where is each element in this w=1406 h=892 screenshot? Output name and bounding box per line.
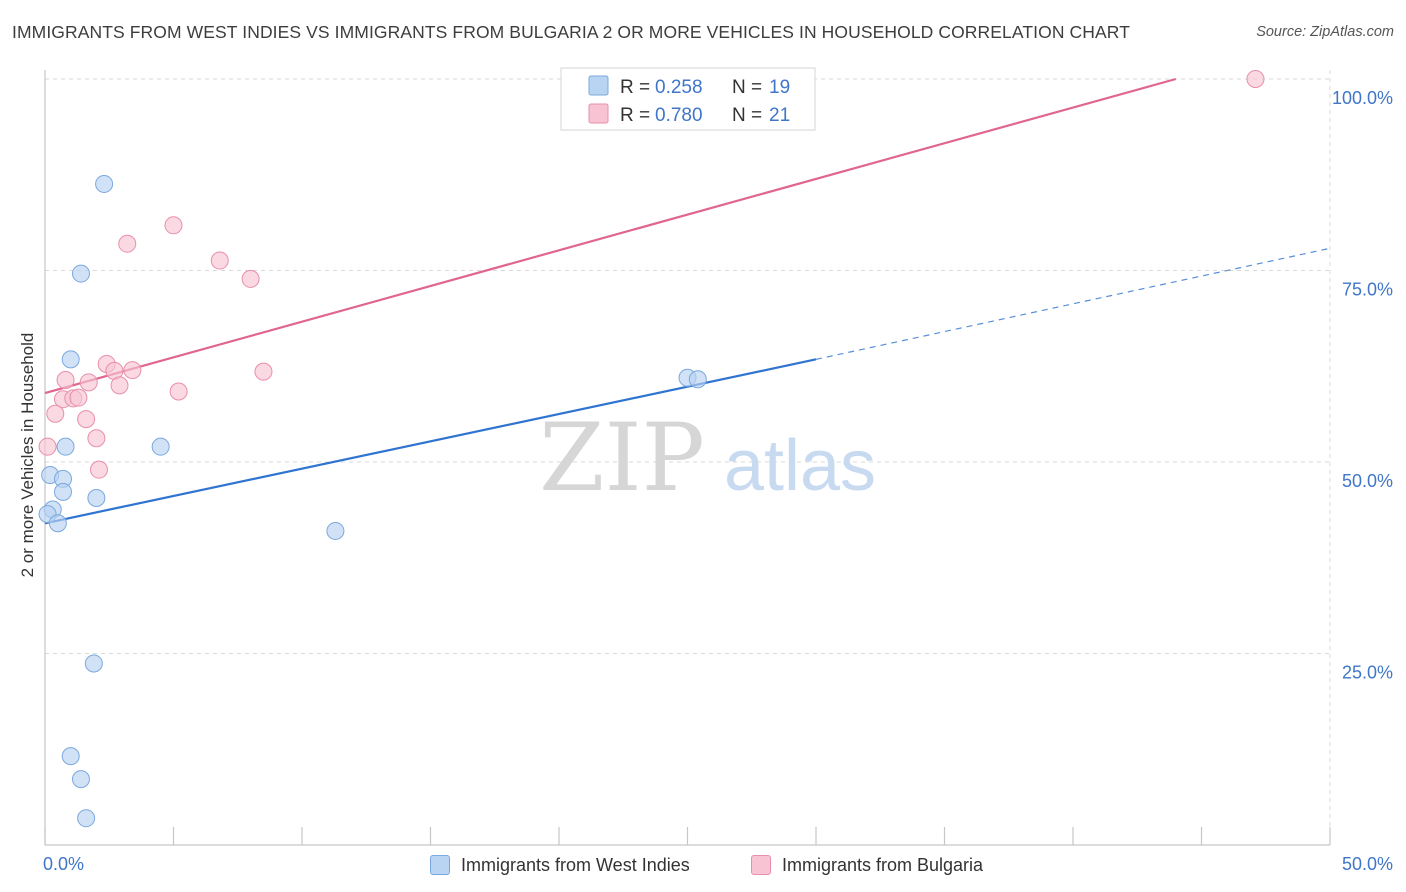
- axes: [44, 70, 1331, 846]
- legend-n-label: N =: [732, 105, 762, 126]
- legend-r-label: R =: [620, 105, 650, 126]
- data-point-bulgaria: [79, 373, 98, 392]
- y-tick-label: 50.0%: [1342, 471, 1393, 491]
- data-point-bulgaria: [254, 362, 273, 381]
- trend-extension-west-indies: [815, 247, 1331, 360]
- data-point-bulgaria: [87, 429, 106, 448]
- data-point-bulgaria: [241, 269, 260, 288]
- data-point-bulgaria: [77, 410, 96, 429]
- data-point-west-indies: [61, 747, 80, 766]
- legend-n-label: N =: [732, 77, 762, 98]
- series-legend: Immigrants from West Indies Immigrants f…: [0, 850, 1406, 880]
- legend-r-value: 0.780: [655, 105, 703, 126]
- legend-n-value: 19: [769, 77, 790, 98]
- data-point-west-indies: [56, 437, 75, 456]
- x-tick-labels: 0.0% 50.0%: [43, 854, 1393, 874]
- legend-swatch-west-indies: [430, 855, 450, 875]
- trend-line-bulgaria: [44, 77, 1177, 395]
- data-point-bulgaria: [89, 460, 108, 479]
- watermark: ZIP atlas: [539, 404, 876, 513]
- data-point-west-indies: [326, 521, 345, 540]
- watermark-zip: ZIP: [539, 404, 705, 513]
- legend-label-west-indies: Immigrants from West Indies: [461, 854, 690, 875]
- data-point-bulgaria: [210, 251, 229, 270]
- data-point-west-indies: [688, 370, 707, 389]
- legend-r-value: 0.258: [655, 77, 703, 98]
- legend-swatch-west-indies: [588, 75, 609, 96]
- correlation-legend: R = 0.258 N = 19 R = 0.780 N = 21: [560, 67, 816, 131]
- y-tick-label: 25.0%: [1342, 663, 1393, 683]
- y-axis-label: 2 or more Vehicles in Household: [18, 333, 37, 578]
- data-point-west-indies: [61, 350, 80, 369]
- data-point-bulgaria: [118, 234, 137, 253]
- data-point-bulgaria: [46, 404, 65, 423]
- legend-label-bulgaria: Immigrants from Bulgaria: [782, 854, 984, 875]
- y-tick-label: 100.0%: [1332, 88, 1393, 108]
- data-point-bulgaria: [110, 376, 129, 395]
- data-point-bulgaria: [69, 388, 88, 407]
- source-credit: Source: ZipAtlas.com: [1256, 24, 1394, 40]
- data-point-bulgaria: [169, 382, 188, 401]
- data-point-west-indies: [53, 482, 72, 501]
- data-point-west-indies: [87, 489, 106, 508]
- chart-title: IMMIGRANTS FROM WEST INDIES VS IMMIGRANT…: [12, 22, 1130, 42]
- y-tick-labels: 25.0% 50.0% 75.0% 100.0%: [1332, 88, 1393, 683]
- data-point-west-indies: [48, 514, 67, 533]
- x-tick-label: 50.0%: [1342, 854, 1393, 874]
- data-point-west-indies: [151, 437, 170, 456]
- y-tick-label: 75.0%: [1342, 280, 1393, 300]
- data-point-bulgaria: [56, 371, 75, 390]
- data-point-west-indies: [84, 654, 103, 673]
- data-point-bulgaria: [164, 216, 183, 235]
- data-point-west-indies: [95, 174, 114, 193]
- data-point-west-indies: [71, 770, 90, 789]
- data-point-west-indies: [77, 809, 96, 828]
- legend-swatch-bulgaria: [588, 103, 609, 124]
- legend-n-value: 21: [769, 105, 790, 126]
- data-point-bulgaria: [123, 361, 142, 380]
- legend-r-label: R =: [620, 77, 650, 98]
- watermark-atlas: atlas: [724, 426, 876, 506]
- x-tick-label: 0.0%: [43, 854, 84, 874]
- data-point-bulgaria: [1246, 70, 1265, 88]
- data-points: [38, 70, 1265, 828]
- legend-item-bulgaria[interactable]: Immigrants from Bulgaria: [751, 852, 983, 878]
- legend-swatch-bulgaria: [751, 855, 771, 875]
- data-point-west-indies: [71, 264, 90, 283]
- legend-item-west-indies[interactable]: Immigrants from West Indies: [430, 852, 690, 878]
- data-point-bulgaria: [38, 437, 57, 456]
